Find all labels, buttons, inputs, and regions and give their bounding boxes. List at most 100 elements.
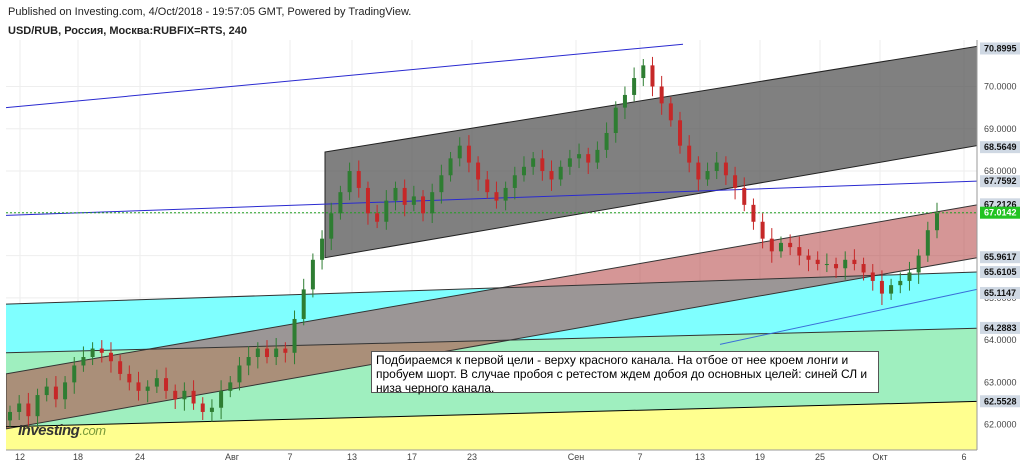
candle-body xyxy=(879,280,884,294)
candle-body xyxy=(733,175,738,188)
candle-body xyxy=(586,154,591,163)
logo-main: Investing xyxy=(18,422,80,439)
candle-body xyxy=(650,65,655,87)
price-badge xyxy=(980,175,1020,188)
candle-body xyxy=(558,166,563,180)
candle-body xyxy=(778,242,783,252)
price-badge-label: 67.0142 xyxy=(984,208,1017,218)
candle-body xyxy=(44,386,49,396)
candle-body xyxy=(577,154,582,159)
candle-body xyxy=(375,213,380,222)
candle-body xyxy=(200,403,205,412)
investing-logo: Investing.com xyxy=(18,422,106,439)
x-tick-label: Окт xyxy=(872,452,887,462)
candle-body xyxy=(632,78,637,95)
candle-body xyxy=(26,403,31,417)
candle-body xyxy=(63,382,68,400)
x-tick-label: 13 xyxy=(347,452,357,462)
price-badge-label: 68.5649 xyxy=(984,142,1017,152)
x-tick-label: 6 xyxy=(961,452,966,462)
upper-blue-line xyxy=(6,43,684,109)
price-badge xyxy=(980,395,1020,408)
candle-body xyxy=(283,348,288,353)
candle-body xyxy=(191,390,196,404)
candle-body xyxy=(678,120,683,146)
price-badge-label: 65.1147 xyxy=(984,288,1016,298)
x-tick-label: 17 xyxy=(407,452,417,462)
candle-body xyxy=(127,373,132,383)
x-tick-label: 24 xyxy=(135,452,145,462)
candle-body xyxy=(476,162,481,180)
candle-body xyxy=(421,196,426,214)
candle-body xyxy=(448,158,453,176)
candle-body xyxy=(696,162,701,180)
candle-body xyxy=(723,162,728,176)
candle-body xyxy=(8,411,12,421)
x-tick-label: 19 xyxy=(755,452,765,462)
candle-body xyxy=(687,145,692,163)
candle-body xyxy=(320,238,325,260)
candle-body xyxy=(531,158,536,167)
candle-body xyxy=(925,230,930,256)
price-badge-label: 70.8995 xyxy=(984,43,1017,53)
price-badge xyxy=(980,42,1020,55)
candle-body xyxy=(751,204,756,222)
candle-body xyxy=(356,171,361,188)
candle-body xyxy=(843,259,848,269)
candle-body xyxy=(916,255,921,273)
candle-body xyxy=(246,357,251,366)
candle-body xyxy=(237,365,242,383)
x-tick-label: 7 xyxy=(637,452,642,462)
candle-body xyxy=(35,395,40,417)
price-badge-label: 65.6105 xyxy=(984,267,1017,277)
candle-body xyxy=(889,285,894,294)
candle-body xyxy=(705,171,710,180)
candle-body xyxy=(118,361,123,374)
candle-body xyxy=(228,382,233,391)
y-tick-label: 70.0000 xyxy=(984,81,1017,91)
candle-body xyxy=(274,348,279,358)
candle-body xyxy=(402,187,407,205)
y-tick-label: 63.0000 xyxy=(984,377,1017,387)
price-badge-label: 67.7592 xyxy=(984,176,1017,186)
candle-body xyxy=(595,149,600,163)
candle-body xyxy=(604,132,609,150)
x-tick-label: 25 xyxy=(815,452,825,462)
candle-body xyxy=(347,171,352,193)
candle-body xyxy=(164,378,169,391)
candle-body xyxy=(81,357,86,366)
price-badge xyxy=(980,286,1020,299)
candle-body xyxy=(567,158,572,167)
price-badge-label: 67.2126 xyxy=(984,199,1017,209)
candle-body xyxy=(430,192,435,214)
candle-body xyxy=(17,403,22,412)
candle-body xyxy=(898,280,903,286)
price-badge xyxy=(980,206,1020,219)
x-tick-label: 12 xyxy=(15,452,25,462)
candle-body xyxy=(53,386,58,400)
candle-body xyxy=(549,171,554,180)
x-tick-label: Сен xyxy=(568,452,585,462)
candle-body xyxy=(90,348,95,358)
candle-body xyxy=(834,264,839,269)
candle-body xyxy=(384,200,389,222)
candle-body xyxy=(512,175,517,188)
candle-body xyxy=(503,187,508,201)
yellow-top-line xyxy=(6,400,977,428)
price-badge xyxy=(980,251,1020,264)
candle-body xyxy=(659,86,664,104)
price-badge-label: 64.2883 xyxy=(984,323,1017,333)
candle-body xyxy=(668,103,673,121)
logo-suffix: .com xyxy=(79,423,106,438)
candle-body xyxy=(219,390,224,408)
mid-blue-line xyxy=(6,180,977,216)
y-tick-label: 69.0000 xyxy=(984,124,1017,134)
candle-body xyxy=(457,145,462,159)
y-tick-label: 68.0000 xyxy=(984,166,1017,176)
green-top-line xyxy=(6,327,977,354)
candle-body xyxy=(99,348,104,353)
y-tick-label: 64.0000 xyxy=(984,335,1017,345)
candle-body xyxy=(182,390,187,400)
price-badge xyxy=(980,266,1020,279)
